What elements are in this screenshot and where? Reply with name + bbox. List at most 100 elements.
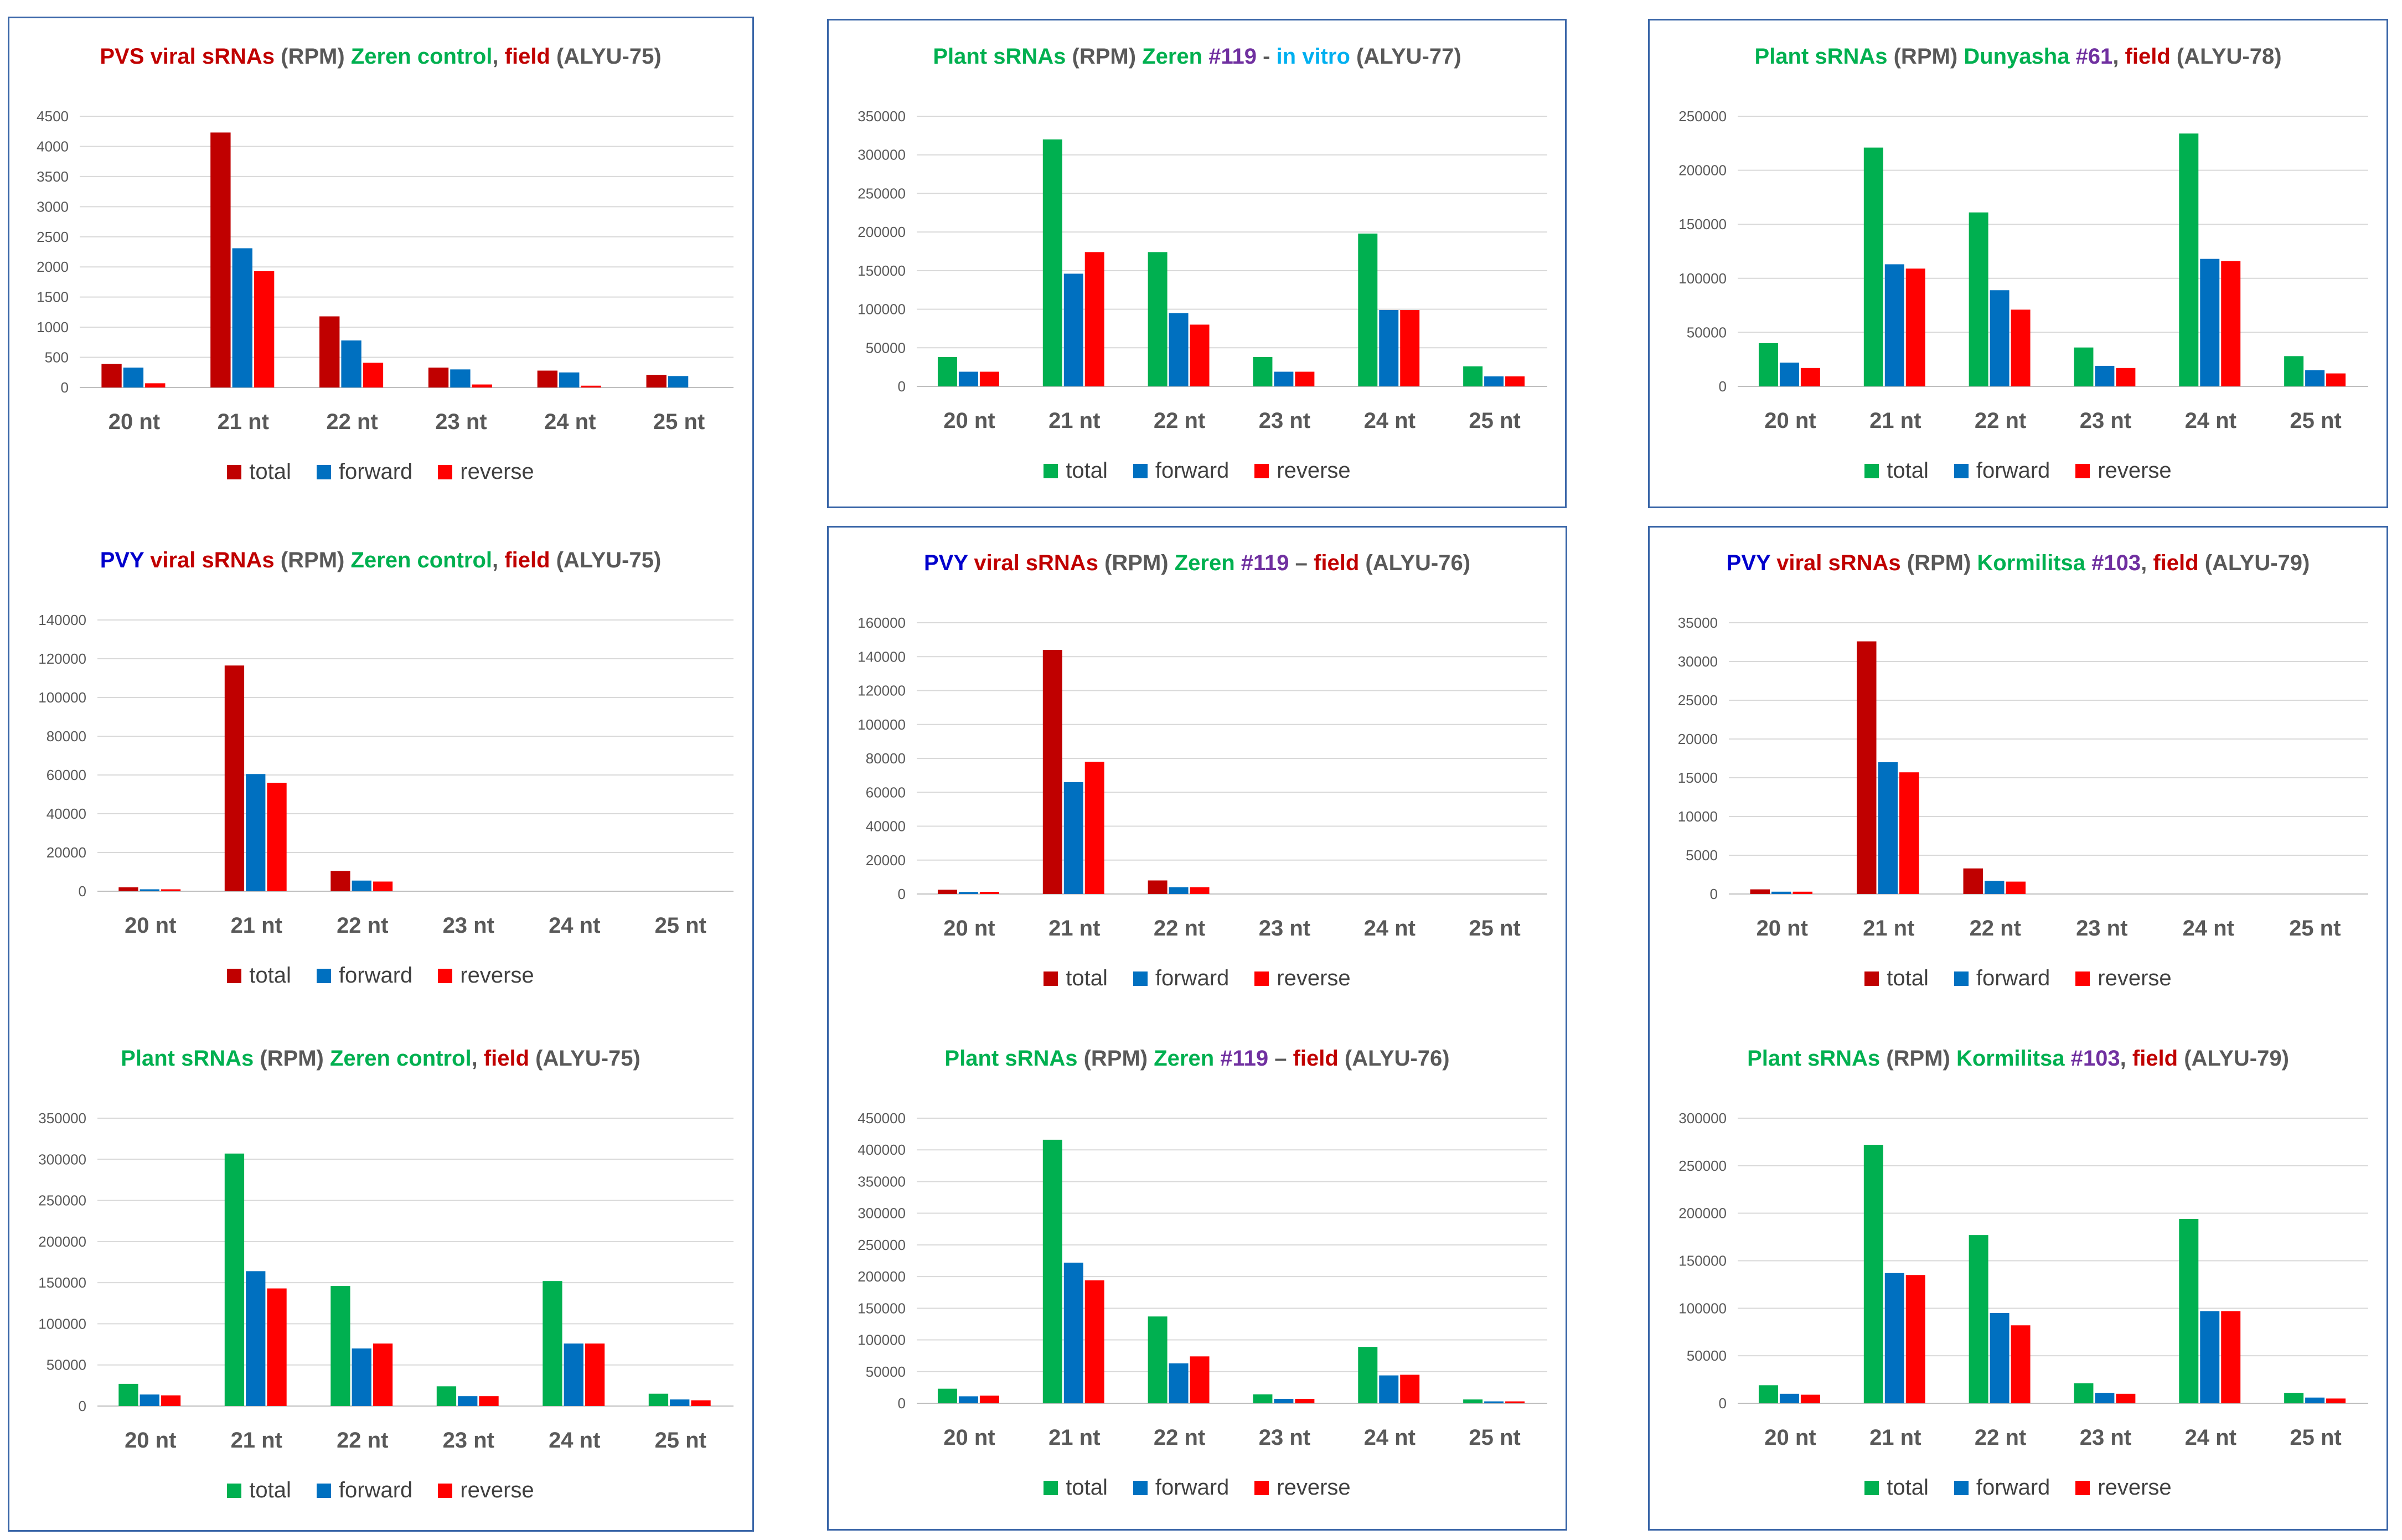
chart-legend: total forward reverse: [830, 966, 1564, 991]
title-segment: (ALYU-76): [1359, 551, 1471, 575]
title-segment: Kormilitsa: [1977, 551, 2092, 575]
x-category-label: 25 nt: [2289, 916, 2341, 940]
y-tick-label: 15000: [1678, 769, 1718, 786]
y-tick-label: 20000: [1678, 731, 1718, 747]
bar-reverse: [472, 384, 492, 387]
bar-reverse: [979, 892, 999, 894]
bar-reverse: [2011, 1325, 2031, 1403]
bar-forward: [958, 371, 978, 386]
y-tick-label: 0: [79, 1398, 86, 1414]
y-tick-label: 350000: [858, 1173, 906, 1190]
title-segment: Zeren control: [329, 1046, 472, 1071]
bar-total: [1042, 1139, 1062, 1403]
legend-label: total: [1066, 458, 1108, 483]
chart-legend: total forward reverse: [1651, 966, 2385, 991]
title-segment: Kormilitsa: [1956, 1046, 2071, 1071]
legend-label: forward: [1155, 1475, 1230, 1500]
title-segment: (ALYU-79): [2198, 551, 2310, 575]
chart-pvy-zeren-119: PVY viral sRNAs (RPM) Zeren #119 – field…: [830, 529, 1564, 1016]
title-segment: (ALYU-78): [2170, 44, 2282, 69]
y-tick-label: 2000: [37, 259, 69, 275]
legend-label: forward: [338, 963, 413, 988]
bar-reverse: [1505, 1401, 1525, 1403]
title-segment: field: [483, 1046, 530, 1071]
bar-reverse: [979, 1396, 999, 1403]
chart-legend: total forward reverse: [11, 963, 750, 988]
title-segment: ,: [471, 1046, 484, 1071]
y-tick-label: 50000: [866, 1363, 906, 1380]
bar-total: [543, 1281, 562, 1406]
chart-title: Plant sRNAs (RPM) Dunyasha #61, field (A…: [1651, 44, 2385, 69]
y-tick-label: 50000: [47, 1357, 86, 1373]
bar-total: [937, 1388, 957, 1403]
bar-forward: [1379, 1375, 1399, 1403]
chart-plot: 0 500 1000 1500 2000 2500 3000 3500 4000 4500 20 n…: [37, 108, 733, 434]
bar-reverse: [1800, 1394, 1820, 1403]
bar-total: [1969, 1235, 1988, 1403]
y-tick-label: 20000: [866, 852, 906, 869]
bar-reverse: [691, 1400, 711, 1406]
bar-reverse: [1905, 1275, 1925, 1403]
y-tick-label: 100000: [858, 301, 906, 318]
x-category-label: 23 nt: [1259, 916, 1310, 940]
legend-swatch: [316, 1483, 331, 1498]
chart-plot: 0 50000 100000 150000 200000 250000 300000 3500…: [858, 1110, 1547, 1450]
title-segment: PVY: [100, 548, 151, 572]
x-category-label: 23 nt: [443, 913, 494, 938]
x-category-label: 24 nt: [2183, 916, 2234, 940]
legend-item-total: total: [1864, 966, 1929, 991]
bar-total: [1148, 252, 1168, 386]
legend-label: forward: [1976, 1475, 2050, 1500]
legend-label: total: [1887, 1475, 1929, 1500]
legend-swatch: [2075, 463, 2090, 478]
bar-reverse: [585, 1343, 605, 1406]
bar-total: [1358, 233, 1378, 386]
title-segment: (ALYU-77): [1350, 44, 1461, 69]
y-tick-label: 150000: [858, 262, 906, 279]
title-segment: Dunyasha: [1964, 44, 2076, 69]
legend-label: reverse: [460, 963, 534, 988]
bar-total: [118, 1383, 138, 1406]
legend-swatch: [1044, 971, 1058, 986]
bar-reverse: [1295, 371, 1315, 386]
bar-total: [937, 890, 957, 894]
bar-reverse: [479, 1396, 499, 1406]
bar-reverse: [979, 371, 999, 386]
legend-label: forward: [1976, 458, 2050, 483]
x-category-label: 20 nt: [1764, 409, 1816, 433]
bar-forward: [559, 372, 580, 387]
bar-reverse: [2326, 1398, 2346, 1403]
title-segment: #103: [2070, 1046, 2120, 1071]
legend-swatch: [2075, 971, 2090, 986]
chart-plant-dunyasha-61: Plant sRNAs (RPM) Dunyasha #61, field (A…: [1651, 22, 2385, 508]
title-segment: (RPM): [1066, 44, 1143, 69]
legend-item-reverse: reverse: [1254, 1475, 1351, 1500]
chart-plant-kormilitsa-103: Plant sRNAs (RPM) Kormilitsa #103, field…: [1651, 1024, 2385, 1525]
y-tick-label: 10000: [1678, 808, 1718, 825]
y-tick-label: 50000: [1687, 324, 1727, 340]
chart-pvy-zeren-control: PVY viral sRNAs (RPM) Zeren control, fie…: [11, 526, 750, 1013]
title-segment: ,: [2120, 1046, 2132, 1071]
y-tick-label: 80000: [47, 728, 86, 745]
title-segment: (RPM): [1887, 44, 1964, 69]
y-tick-label: 300000: [1678, 1110, 1727, 1126]
bar-reverse: [1400, 309, 1420, 386]
legend-item-reverse: reverse: [1254, 458, 1351, 483]
legend-item-total: total: [227, 963, 291, 988]
legend-swatch: [316, 968, 331, 983]
bar-reverse: [254, 271, 275, 387]
y-tick-label: 250000: [858, 1237, 906, 1253]
bar-forward: [1274, 1398, 1294, 1403]
bar-total: [1358, 1347, 1378, 1403]
y-tick-label: 3500: [37, 168, 69, 185]
legend-swatch: [438, 968, 453, 983]
bar-reverse: [1084, 1280, 1104, 1403]
bar-forward: [958, 892, 978, 894]
bar-reverse: [1084, 252, 1104, 386]
bar-total: [428, 368, 449, 387]
x-category-label: 20 nt: [1757, 916, 1808, 940]
legend-swatch: [1133, 971, 1148, 986]
bar-forward: [1169, 1363, 1189, 1403]
bar-forward: [1779, 363, 1799, 386]
bar-forward: [1379, 309, 1399, 386]
